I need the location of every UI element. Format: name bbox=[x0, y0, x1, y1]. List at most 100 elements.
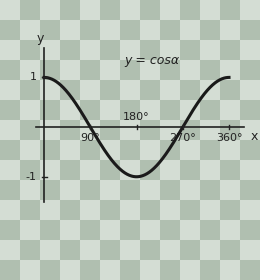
Bar bbox=[120, 60, 140, 80]
Bar bbox=[0, 140, 20, 160]
Bar bbox=[20, 60, 40, 80]
Bar bbox=[180, 40, 200, 60]
Bar bbox=[60, 260, 80, 280]
Bar bbox=[20, 100, 40, 120]
Bar bbox=[100, 240, 120, 260]
Bar bbox=[140, 160, 160, 180]
Bar bbox=[20, 180, 40, 200]
Bar bbox=[160, 200, 180, 220]
Bar bbox=[200, 180, 220, 200]
Bar bbox=[120, 120, 140, 140]
Bar bbox=[100, 260, 120, 280]
Bar bbox=[120, 140, 140, 160]
Bar bbox=[60, 220, 80, 240]
Bar bbox=[140, 120, 160, 140]
Bar bbox=[20, 20, 40, 40]
Bar bbox=[100, 200, 120, 220]
Bar bbox=[240, 20, 260, 40]
Bar bbox=[100, 160, 120, 180]
Bar bbox=[60, 20, 80, 40]
Bar bbox=[40, 80, 60, 100]
Bar bbox=[220, 120, 240, 140]
Bar bbox=[120, 20, 140, 40]
Bar bbox=[240, 40, 260, 60]
Bar bbox=[0, 0, 20, 20]
Text: x: x bbox=[251, 130, 258, 143]
Bar bbox=[180, 240, 200, 260]
Bar bbox=[220, 220, 240, 240]
Text: 1: 1 bbox=[30, 73, 37, 82]
Bar bbox=[220, 200, 240, 220]
Bar bbox=[60, 240, 80, 260]
Bar bbox=[40, 160, 60, 180]
Bar bbox=[240, 0, 260, 20]
Bar bbox=[100, 100, 120, 120]
Bar bbox=[0, 100, 20, 120]
Bar bbox=[180, 220, 200, 240]
Bar bbox=[200, 100, 220, 120]
Bar bbox=[120, 200, 140, 220]
Bar bbox=[200, 0, 220, 20]
Bar bbox=[180, 80, 200, 100]
Text: -1: -1 bbox=[26, 172, 37, 182]
Bar bbox=[140, 40, 160, 60]
Bar bbox=[160, 140, 180, 160]
Bar bbox=[240, 60, 260, 80]
Bar bbox=[180, 60, 200, 80]
Bar bbox=[200, 220, 220, 240]
Bar bbox=[180, 260, 200, 280]
Bar bbox=[220, 240, 240, 260]
Bar bbox=[160, 60, 180, 80]
Bar bbox=[80, 220, 100, 240]
Bar bbox=[100, 40, 120, 60]
Bar bbox=[40, 0, 60, 20]
Bar bbox=[0, 60, 20, 80]
Bar bbox=[220, 260, 240, 280]
Bar bbox=[40, 60, 60, 80]
Bar bbox=[180, 180, 200, 200]
Bar bbox=[220, 140, 240, 160]
Bar bbox=[40, 180, 60, 200]
Bar bbox=[120, 40, 140, 60]
Bar bbox=[20, 260, 40, 280]
Bar bbox=[160, 120, 180, 140]
Bar bbox=[160, 0, 180, 20]
Bar bbox=[220, 100, 240, 120]
Bar bbox=[200, 40, 220, 60]
Bar bbox=[100, 180, 120, 200]
Bar bbox=[80, 200, 100, 220]
Bar bbox=[200, 160, 220, 180]
Bar bbox=[120, 180, 140, 200]
Bar bbox=[100, 220, 120, 240]
Bar bbox=[80, 0, 100, 20]
Bar bbox=[180, 0, 200, 20]
Bar bbox=[80, 20, 100, 40]
Bar bbox=[40, 200, 60, 220]
Bar bbox=[0, 40, 20, 60]
Bar bbox=[120, 240, 140, 260]
Bar bbox=[220, 20, 240, 40]
Bar bbox=[120, 260, 140, 280]
Bar bbox=[200, 240, 220, 260]
Bar bbox=[180, 200, 200, 220]
Bar bbox=[160, 260, 180, 280]
Bar bbox=[80, 100, 100, 120]
Bar bbox=[200, 20, 220, 40]
Bar bbox=[80, 60, 100, 80]
Bar bbox=[240, 100, 260, 120]
Bar bbox=[40, 120, 60, 140]
Bar bbox=[80, 260, 100, 280]
Bar bbox=[20, 0, 40, 20]
Bar bbox=[100, 140, 120, 160]
Bar bbox=[20, 200, 40, 220]
Bar bbox=[180, 160, 200, 180]
Bar bbox=[200, 120, 220, 140]
Bar bbox=[60, 80, 80, 100]
Bar bbox=[20, 40, 40, 60]
Bar bbox=[160, 40, 180, 60]
Bar bbox=[240, 220, 260, 240]
Text: y: y bbox=[36, 32, 44, 45]
Bar bbox=[60, 60, 80, 80]
Bar bbox=[0, 220, 20, 240]
Bar bbox=[60, 140, 80, 160]
